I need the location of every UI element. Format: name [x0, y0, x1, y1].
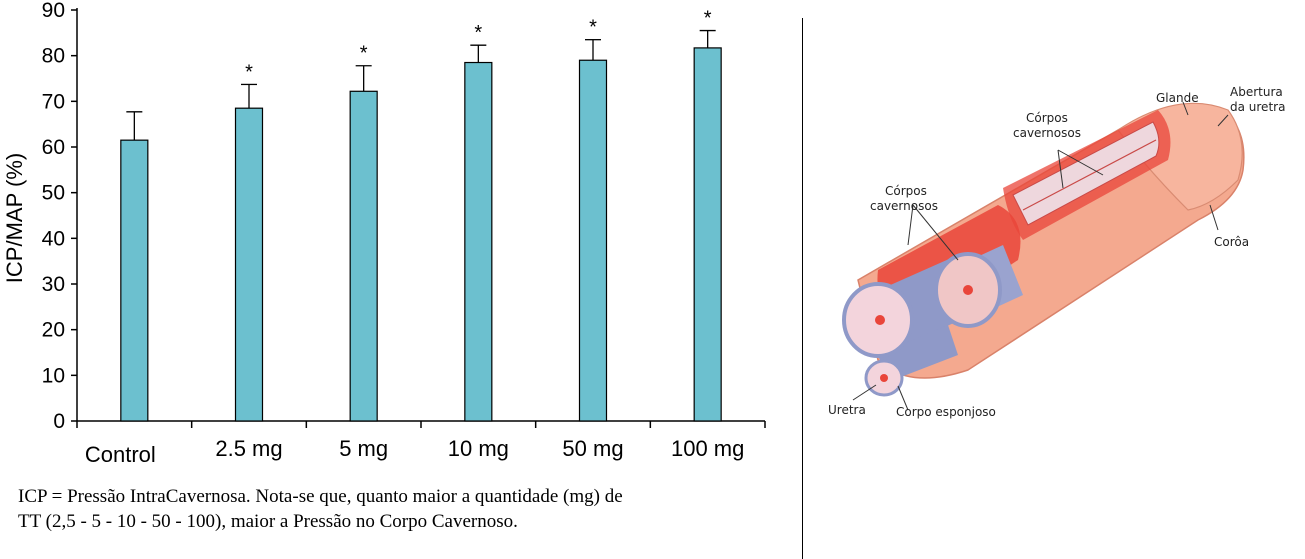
bar: [578, 59, 608, 422]
bar-chart: * * * * * 0 10 20 30 40 50 60 70 80 90 Control 2.5 mg 5…: [2, 0, 766, 467]
figure-caption: ICP = Pressão IntraCavernosa. Nota-se qu…: [18, 484, 778, 534]
y-tick-label: 70: [42, 90, 65, 113]
label-uretra: Uretra: [828, 403, 866, 417]
x-tick-label: 5 mg: [339, 436, 388, 461]
x-tick-label: 2.5 mg: [215, 436, 282, 461]
x-tick-labels: Control 2.5 mg 5 mg 10 mg 50 mg 100 mg: [85, 436, 744, 467]
bar: [234, 107, 264, 422]
bar: [464, 61, 493, 422]
y-tick-label: 30: [42, 273, 65, 296]
significance-marker: *: [245, 61, 253, 83]
bar: [349, 90, 378, 422]
chart-axes: [71, 8, 766, 428]
x-tick-label: Control: [85, 442, 156, 467]
label-abertura: Abertura: [1230, 85, 1283, 99]
y-tick-label: 60: [42, 136, 65, 159]
significance-marker: *: [474, 22, 482, 44]
y-tick-label: 90: [42, 0, 65, 22]
label-corpos-top: Córpos: [1026, 111, 1068, 125]
anatomy-illustration: Glande Abertura da uretra Córpos caverno…: [828, 85, 1285, 419]
bar: [120, 139, 149, 422]
significance-marker: *: [360, 43, 368, 65]
anatomy-labels: Glande Abertura da uretra Córpos caverno…: [828, 85, 1285, 419]
label-glande: Glande: [1156, 91, 1199, 105]
y-tick-label: 0: [53, 410, 65, 433]
label-cavernosos-left: cavernosos: [870, 199, 938, 213]
y-tick-label: 10: [42, 364, 65, 387]
significance-marker: *: [704, 8, 712, 30]
y-tick-label: 50: [42, 182, 65, 205]
label-coroa: Corôa: [1214, 235, 1249, 249]
significance-marker: *: [589, 17, 597, 39]
vertical-divider: [802, 18, 803, 559]
label-da-uretra: da uretra: [1230, 100, 1285, 114]
x-tick-label: 50 mg: [562, 436, 623, 461]
x-tick-label: 100 mg: [671, 436, 744, 461]
caption-line-2: TT (2,5 - 5 - 10 - 50 - 100), maior a Pr…: [18, 511, 518, 532]
label-cavernosos-top: cavernosos: [1013, 126, 1081, 140]
y-tick-label: 80: [42, 45, 65, 68]
bar: [693, 47, 722, 422]
chart-bars: * * * * *: [120, 8, 722, 422]
label-corpos-left: Córpos: [885, 184, 927, 198]
leader-lines: [852, 101, 1229, 411]
label-corpo-esponjoso: Corpo esponjoso: [896, 405, 996, 419]
y-tick-label: 40: [42, 227, 65, 250]
y-axis-label: ICP/MAP (%): [2, 153, 27, 283]
penis-body-shape: [842, 102, 1245, 397]
x-tick-label: 10 mg: [448, 436, 509, 461]
caption-line-1: ICP = Pressão IntraCavernosa. Nota-se qu…: [18, 486, 623, 507]
y-tick-labels: 0 10 20 30 40 50 60 70 80 90: [42, 0, 65, 433]
y-tick-label: 20: [42, 319, 65, 342]
